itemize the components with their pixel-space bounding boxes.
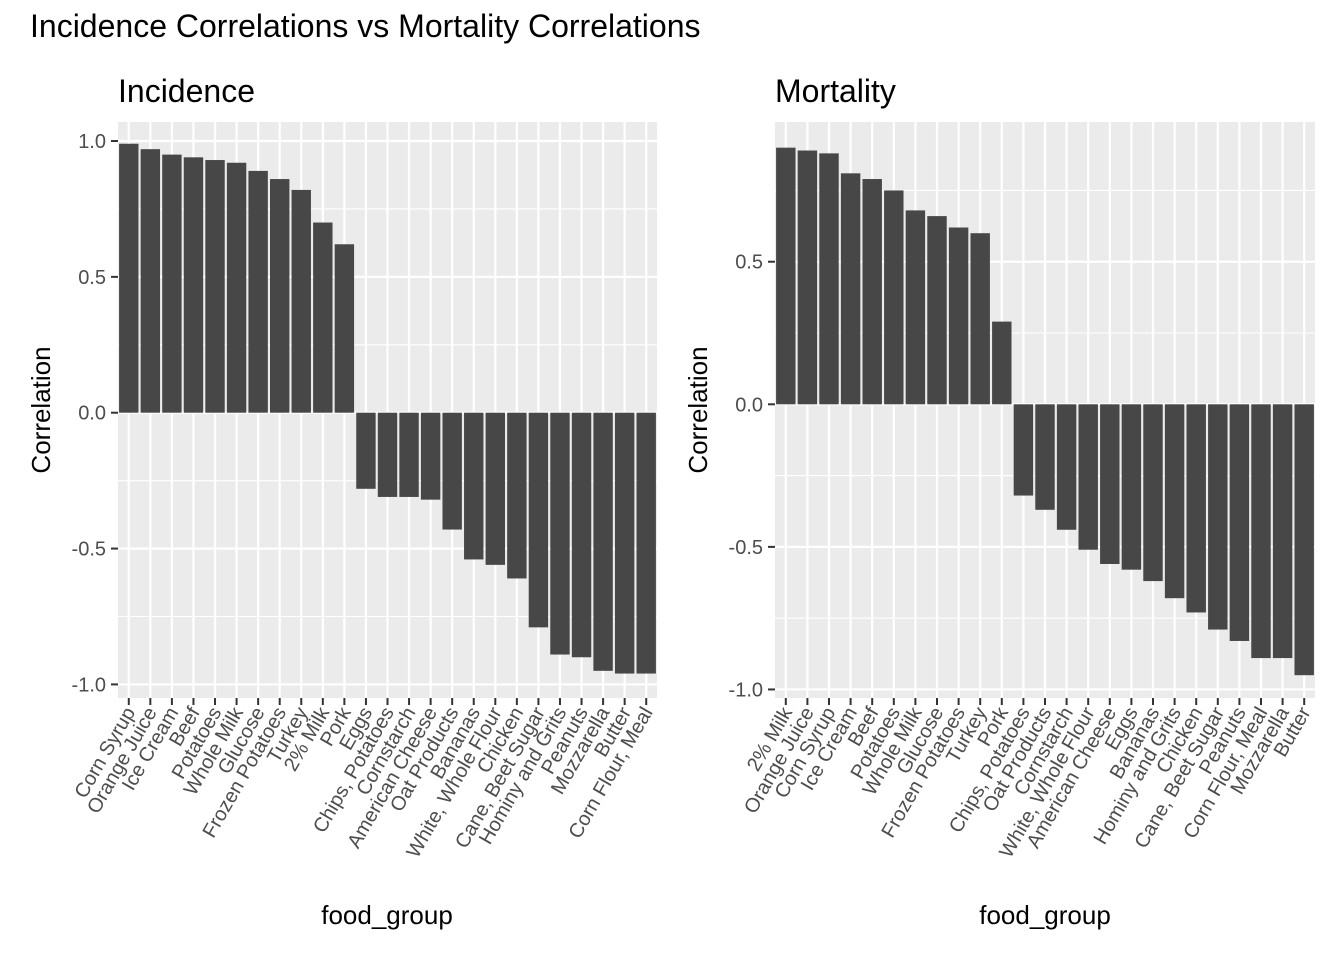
bar <box>593 412 613 671</box>
bar <box>1164 404 1185 599</box>
bar <box>205 160 225 413</box>
y-tick-label: -0.5 <box>729 537 763 559</box>
bar <box>948 227 969 405</box>
bar <box>819 153 839 405</box>
bar <box>183 157 204 413</box>
bar <box>313 222 333 413</box>
bar <box>1208 404 1228 630</box>
bar <box>140 149 161 413</box>
bar <box>927 216 947 405</box>
bar <box>1078 404 1098 550</box>
y-tick-label: -1.0 <box>729 679 763 701</box>
bar <box>571 412 592 658</box>
bar <box>1035 404 1055 510</box>
bar <box>528 412 549 628</box>
y-axis-label: Correlation <box>26 346 56 473</box>
bar <box>1143 404 1163 582</box>
bar <box>1229 404 1250 641</box>
x-axis-label: food_group <box>321 900 453 930</box>
bar <box>1121 404 1142 570</box>
bar <box>377 412 398 497</box>
bar <box>1186 404 1206 613</box>
bar <box>1272 404 1293 659</box>
y-tick-label: 1.0 <box>78 131 106 153</box>
bar <box>442 412 462 530</box>
bar <box>162 154 182 413</box>
bar <box>992 321 1012 405</box>
figure-title: Incidence Correlations vs Mortality Corr… <box>30 8 701 44</box>
bar <box>420 412 441 500</box>
y-tick-label: 0.5 <box>735 252 763 274</box>
bar <box>226 162 247 413</box>
bar <box>248 170 268 413</box>
bar <box>269 179 290 413</box>
y-tick-label: 0.0 <box>78 403 106 425</box>
bar <box>1294 404 1314 676</box>
y-tick-label: 0.5 <box>78 267 106 289</box>
bar <box>1251 404 1271 659</box>
bar <box>550 412 570 655</box>
bar <box>905 210 926 405</box>
bar <box>464 412 484 560</box>
bar <box>776 147 796 405</box>
bar <box>1013 404 1034 496</box>
bar <box>485 412 506 565</box>
bar <box>1100 404 1120 564</box>
y-axis-label: Correlation <box>683 346 713 473</box>
y-tick-label: 0.0 <box>735 394 763 416</box>
bar <box>1056 404 1077 530</box>
bar <box>614 412 635 674</box>
bar <box>970 233 990 405</box>
bar <box>399 412 419 497</box>
x-axis-label: food_group <box>979 900 1111 930</box>
mortality-title: Mortality <box>775 73 896 109</box>
bar <box>356 412 376 489</box>
bar <box>291 189 311 413</box>
incidence-title: Incidence <box>118 73 255 109</box>
bar <box>636 412 656 674</box>
bar <box>797 150 818 405</box>
bar <box>334 244 355 413</box>
bar <box>119 143 139 413</box>
y-tick-label: -0.5 <box>72 539 106 561</box>
bar <box>507 412 527 579</box>
y-tick-label: -1.0 <box>72 674 106 696</box>
bar <box>884 190 904 405</box>
bar <box>862 179 882 405</box>
bar <box>840 173 861 405</box>
